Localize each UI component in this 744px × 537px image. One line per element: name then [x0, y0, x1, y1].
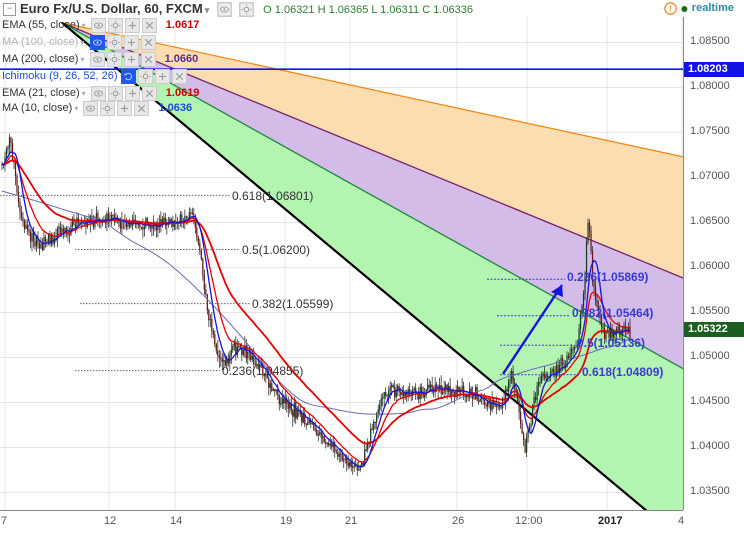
svg-text:!: !	[669, 4, 672, 14]
